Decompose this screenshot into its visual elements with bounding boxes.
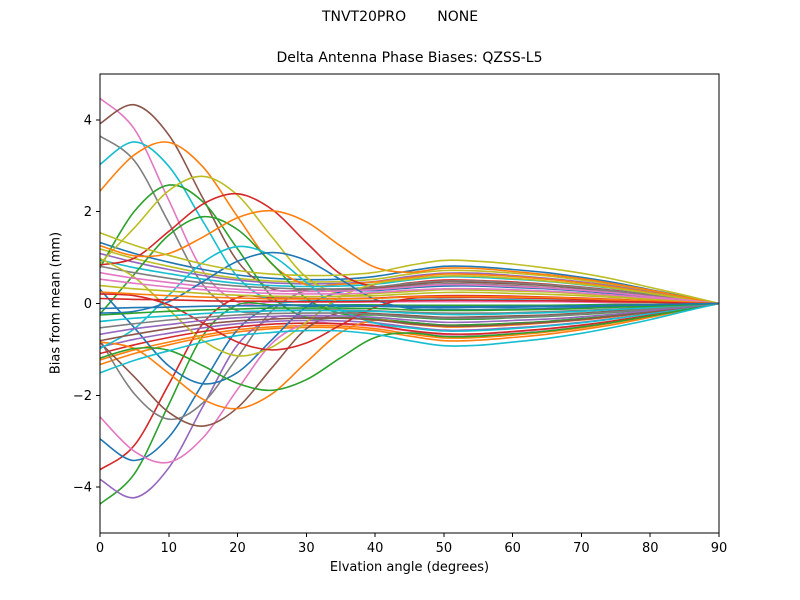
plot-spines: [99, 73, 720, 534]
y-tick-label: −4: [73, 481, 92, 496]
series-line-8: [100, 248, 719, 305]
x-tick-label: 90: [711, 541, 728, 556]
series-line-19: [100, 302, 719, 427]
series-line-27: [100, 245, 719, 350]
series-line-40: [100, 284, 719, 305]
series-line-17: [100, 302, 719, 355]
series-line-18: [100, 175, 719, 305]
x-axis-label: Elvation angle (degrees): [329, 560, 490, 575]
series-line-2: [100, 241, 719, 305]
tick-labels: 0 10 20 30 40 50 60 70 80 90 −4 −2 0 2 4: [73, 113, 727, 556]
x-tick-label: 80: [642, 541, 659, 556]
y-tick-label: −2: [73, 389, 92, 404]
series-line-14: [100, 252, 719, 305]
series-line-32: [100, 271, 719, 305]
x-tick-label: 70: [573, 541, 590, 556]
x-tick-label: 50: [436, 541, 453, 556]
series-line-39: [100, 302, 719, 329]
series-line-38: [100, 278, 719, 305]
series-line-28: [100, 257, 719, 357]
series-line-26: [100, 265, 719, 305]
series-line-0: [100, 97, 719, 306]
series-line-30: [100, 209, 719, 305]
y-tick-label: 2: [84, 205, 92, 220]
series-line-35: [100, 302, 719, 336]
x-tick-label: 10: [161, 541, 178, 556]
chart-title: Delta Antenna Phase Biases: QZSS-L5: [276, 50, 543, 66]
x-tick-label: 30: [298, 541, 315, 556]
tick-marks: [96, 119, 720, 537]
x-tick-label: 60: [504, 541, 521, 556]
series-line-15: [100, 141, 719, 305]
series-line-44: [100, 297, 719, 305]
series-line-42: [100, 291, 719, 305]
y-tick-label: 4: [84, 113, 92, 128]
figure-suptitle: TNVT20PRO NONE: [321, 9, 479, 25]
series-line-36: [100, 232, 719, 305]
series-line-22: [100, 285, 719, 385]
series-line-43: [100, 302, 719, 316]
series-line-5: [100, 302, 719, 366]
series-line-45: [100, 302, 719, 310]
x-tick-label: 0: [96, 541, 104, 556]
series-line-37: [100, 302, 719, 374]
y-tick-label: 0: [84, 297, 92, 312]
x-tick-label: 20: [229, 541, 246, 556]
series-line-31: [100, 302, 719, 392]
y-axis-label: Bias from mean (mm): [48, 231, 64, 375]
series-line-29: [100, 302, 719, 342]
series-lines: [100, 97, 719, 505]
x-tick-label: 40: [367, 541, 384, 556]
series-line-41: [100, 302, 719, 323]
